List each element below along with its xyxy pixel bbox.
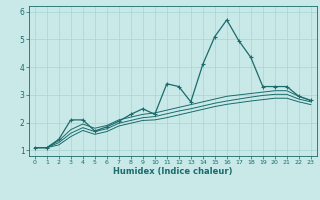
X-axis label: Humidex (Indice chaleur): Humidex (Indice chaleur) — [113, 167, 233, 176]
